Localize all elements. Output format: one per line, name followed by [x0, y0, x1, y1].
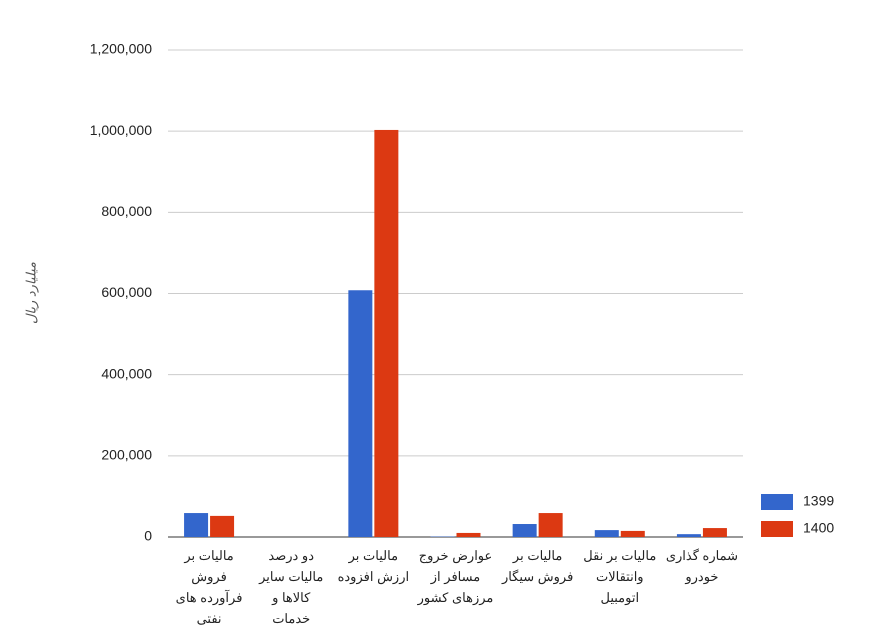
legend-label: 1400 [803, 520, 834, 536]
bar [620, 530, 645, 537]
x-tick-label: مالیات بر فروش فرآورده های نفتی [175, 548, 243, 626]
y-tick-label: 600,000 [101, 284, 152, 300]
bar [538, 513, 563, 537]
bar [676, 534, 701, 537]
y-tick-label: 200,000 [101, 447, 152, 463]
y-tick-label: 0 [144, 528, 152, 544]
legend-swatch [761, 494, 793, 510]
bar [348, 290, 373, 537]
bar [210, 515, 235, 537]
y-tick-label: 800,000 [101, 203, 152, 219]
legend-label: 1399 [803, 493, 834, 509]
y-tick-label: 400,000 [101, 365, 152, 381]
bar [702, 528, 727, 537]
x-tick-label: مالیات بر نقل وانتقالات اتومبیل [583, 548, 657, 605]
x-tick-label: شماره گذاری خودرو [665, 548, 738, 584]
bar [184, 513, 209, 537]
bar [512, 524, 537, 537]
bar [374, 129, 399, 538]
x-tick-label: مالیات بر ارزش افزوده [337, 548, 410, 584]
legend-swatch [761, 521, 793, 537]
bar [594, 530, 619, 537]
x-tick-label: دو درصد مالیات سایر کالاها و خدمات [259, 548, 324, 626]
y-tick-label: 1,000,000 [90, 122, 152, 138]
bar [456, 532, 481, 537]
y-axis-title: میلیارد ریال [23, 262, 39, 324]
x-tick-label: مالیات بر فروش سیگار [501, 548, 574, 584]
x-tick-label: عوارض خروج مسافر از مرزهای کشور [417, 548, 494, 605]
y-tick-label: 1,200,000 [90, 41, 152, 57]
